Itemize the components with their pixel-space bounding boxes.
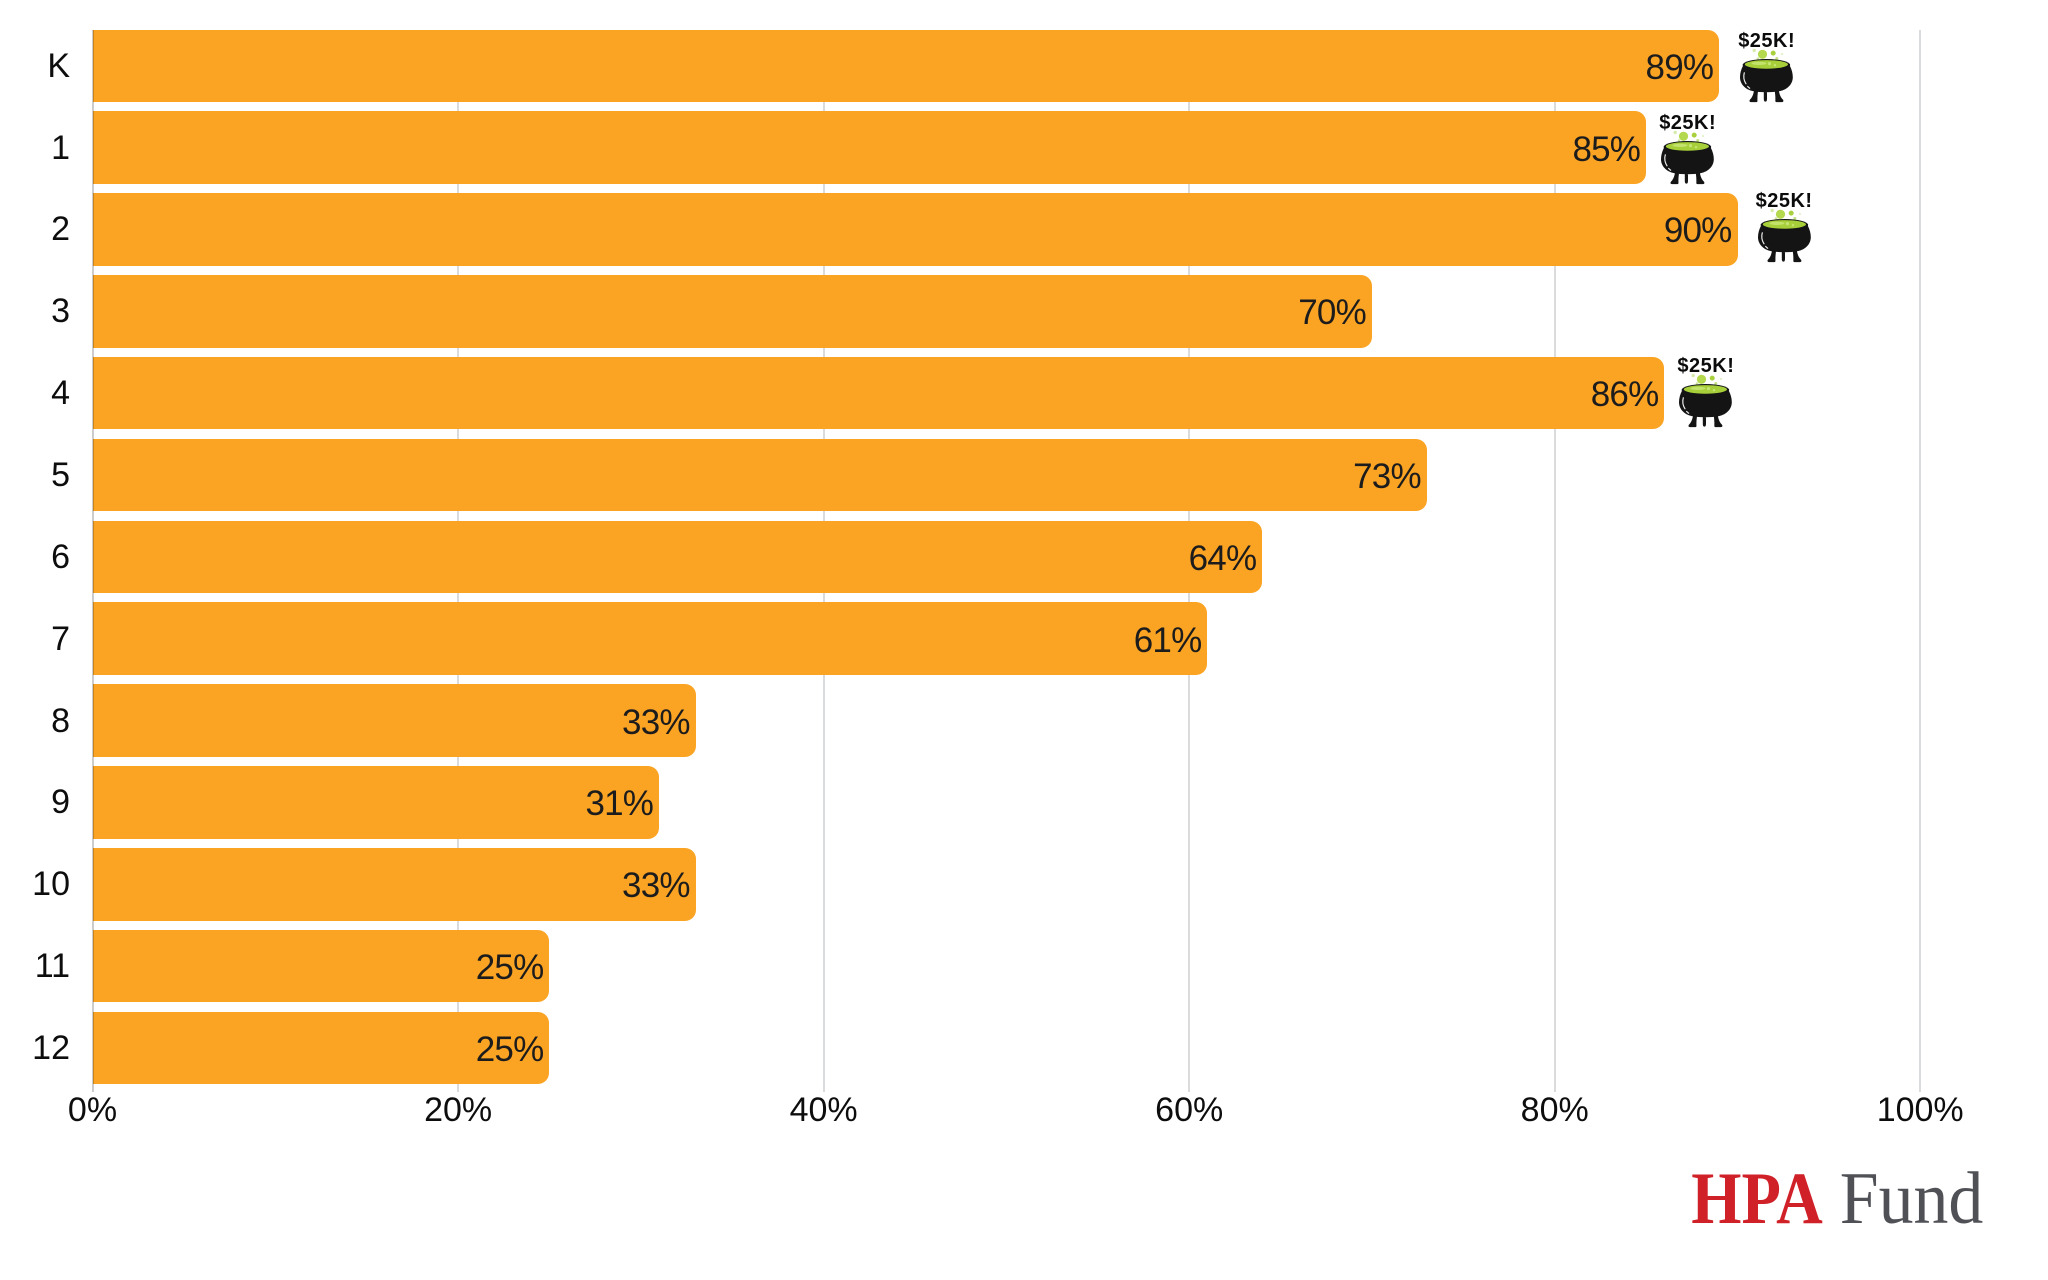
svg-text:Fund: Fund <box>1840 1158 1984 1240</box>
svg-text:HPA: HPA <box>1691 1158 1823 1240</box>
